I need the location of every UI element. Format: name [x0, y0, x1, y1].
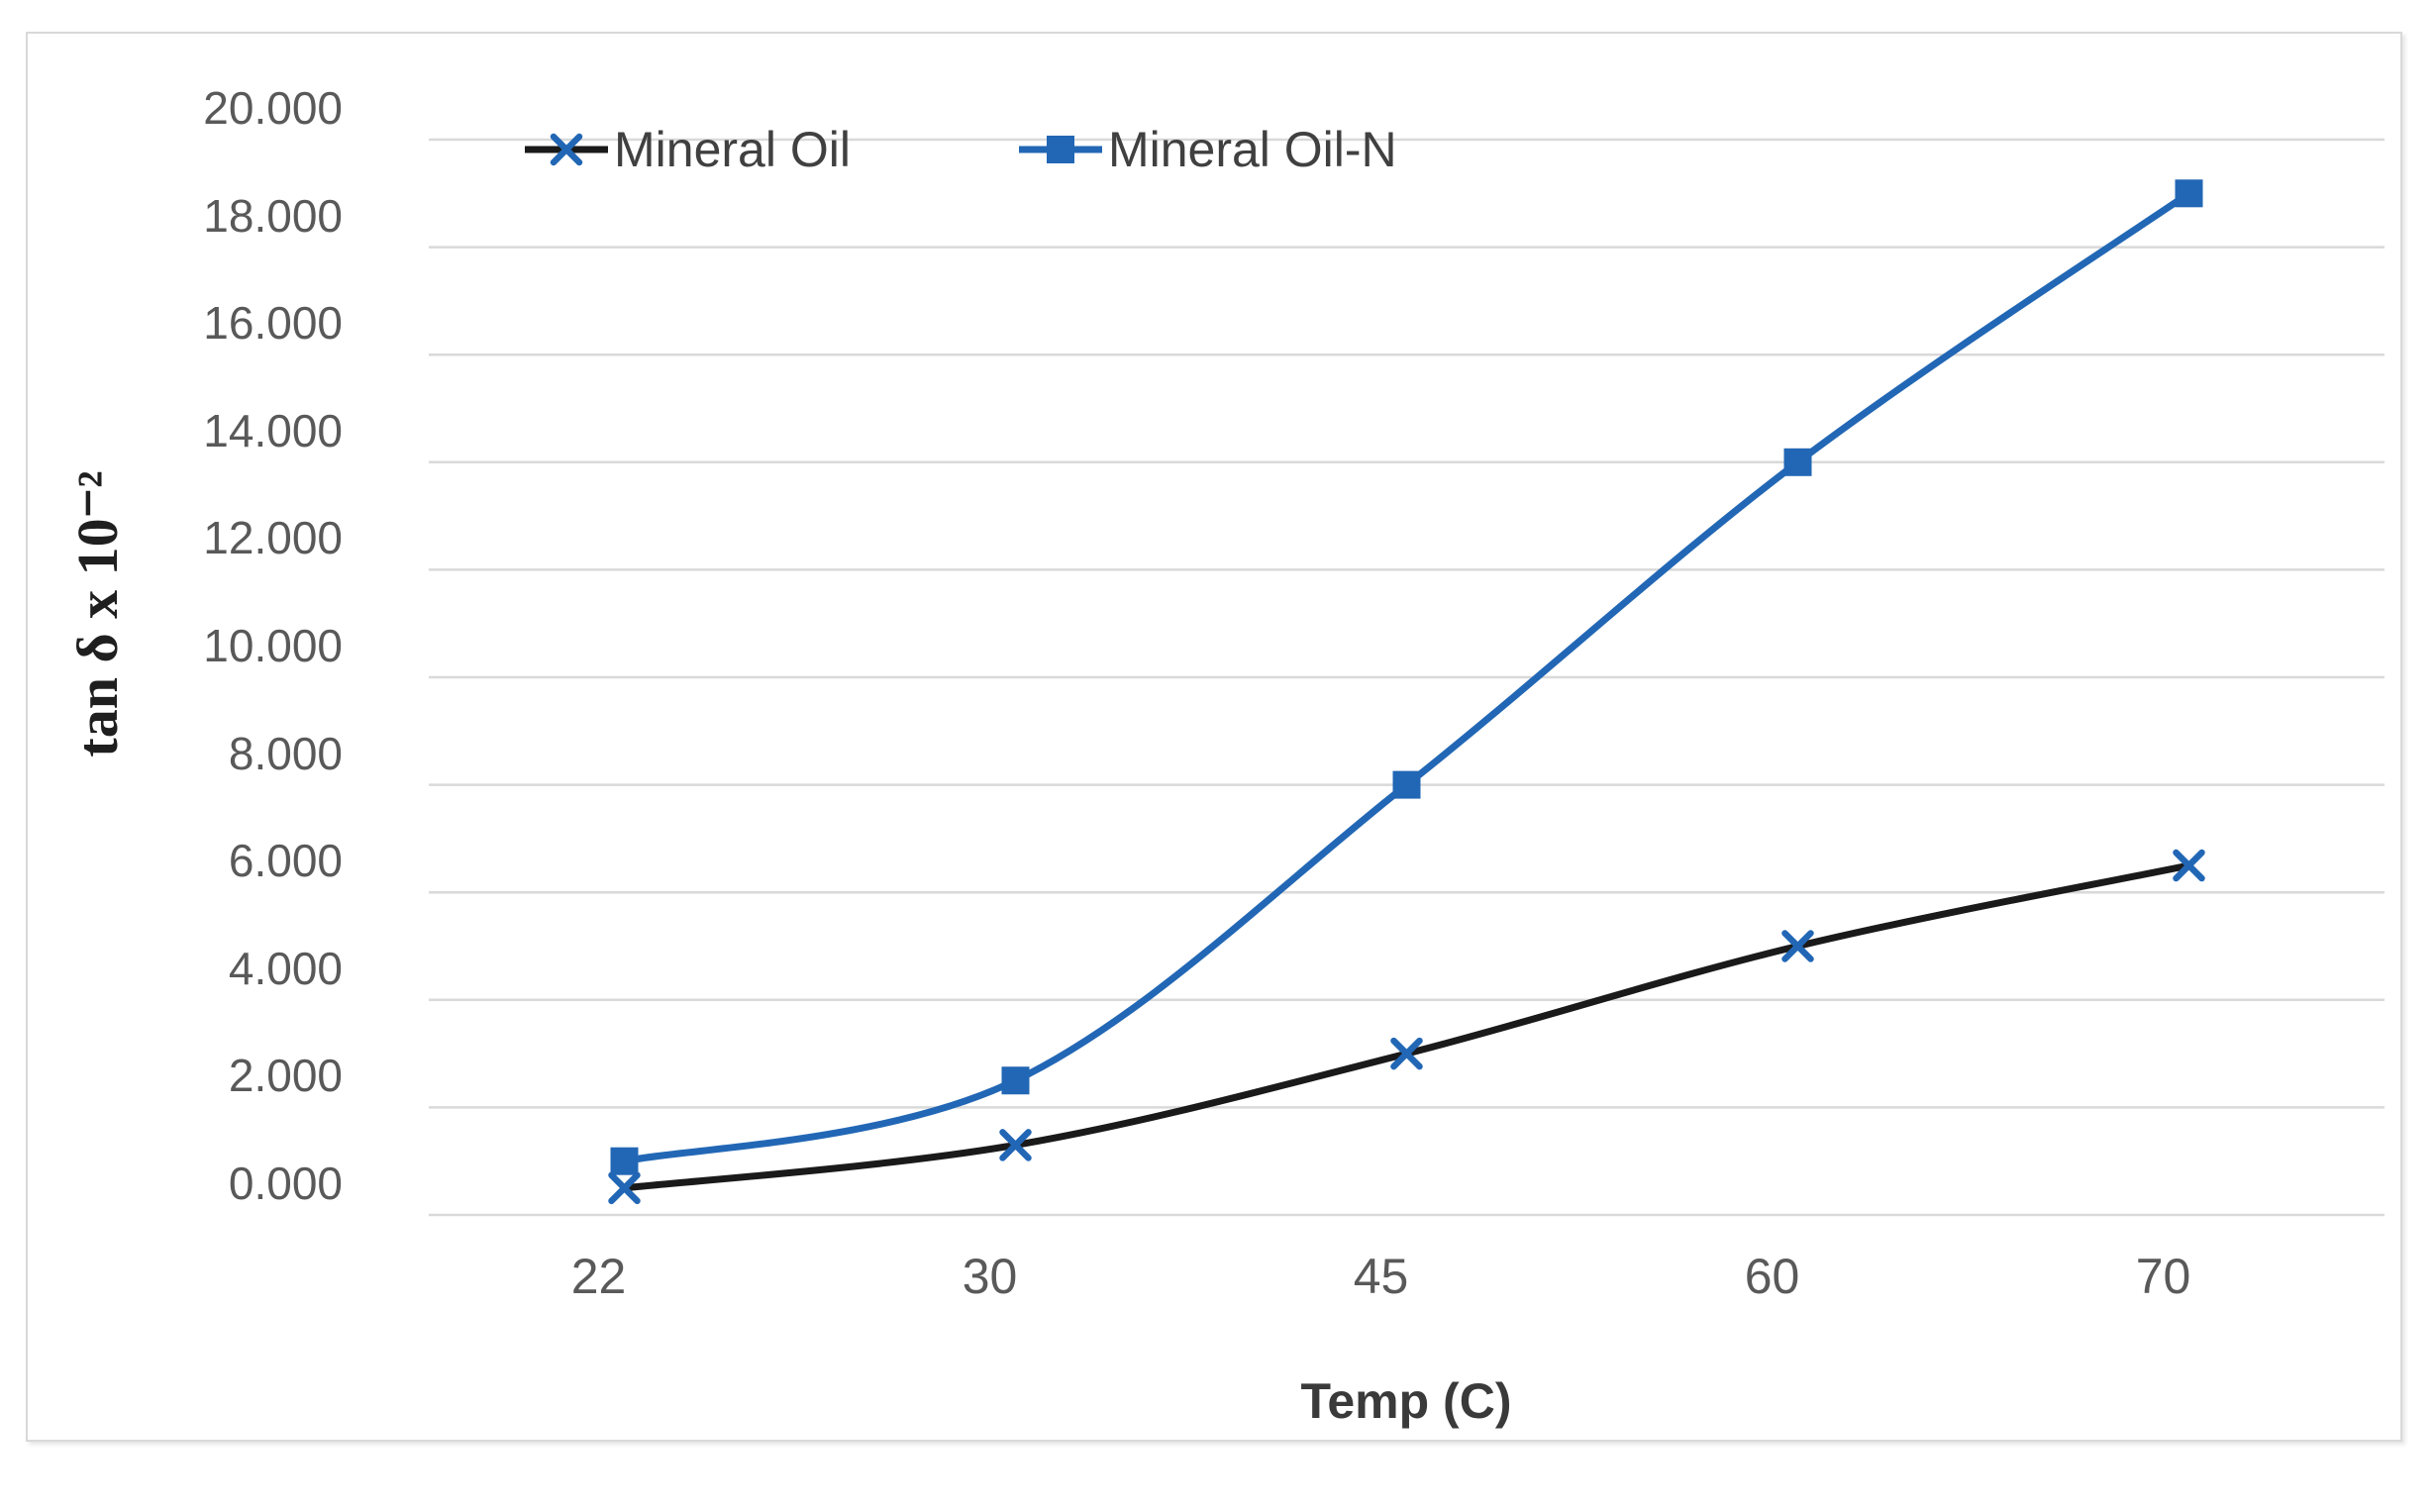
legend-item-mineral-oil-n: Mineral Oil-N	[1017, 121, 1397, 178]
square-marker	[1392, 770, 1421, 799]
legend-label: Mineral Oil-N	[1107, 122, 1397, 177]
y-tick-label: 4.000	[228, 942, 343, 994]
y-tick-label: 16.000	[203, 297, 343, 350]
y-tick-label: 6.000	[228, 835, 343, 887]
square-marker	[1001, 1066, 1030, 1095]
line-square-marker-swatch-icon	[1018, 136, 1102, 163]
x-axis-title: Temp (C)	[1300, 1373, 1512, 1429]
x-tick-label: 70	[2135, 1249, 2191, 1304]
x-marker	[2173, 849, 2205, 882]
chart-canvas	[429, 138, 2385, 1217]
y-tick-label: 0.000	[228, 1158, 343, 1209]
series-line-mineral-oil	[621, 861, 2192, 1192]
square-marker	[1783, 448, 1812, 476]
y-axis-title: tan δ x 10⁻²	[65, 470, 130, 757]
square-marker	[610, 1147, 639, 1175]
y-tick-label: 14.000	[203, 404, 343, 456]
y-tick-label: 18.000	[203, 189, 343, 242]
x-marker	[999, 1129, 1032, 1161]
x-tick-label: 45	[1353, 1249, 1409, 1304]
y-tick-label: 20.000	[203, 82, 343, 134]
chart-frame: 0.000 2.000 4.000 6.000 8.000 10.000 12.000 14.…	[26, 32, 2402, 1442]
x-marker	[608, 1171, 641, 1205]
legend-label: Mineral Oil	[614, 122, 851, 177]
square-marker	[2175, 179, 2203, 208]
line-x-marker-swatch-icon	[525, 133, 608, 166]
x-tick-label: 22	[570, 1249, 627, 1304]
x-tick-label: 60	[1744, 1249, 1800, 1304]
x-tick-label: 30	[962, 1249, 1018, 1304]
y-tick-label: 8.000	[228, 727, 343, 779]
y-tick-label: 10.000	[203, 620, 343, 671]
x-marker	[1781, 930, 1814, 962]
y-tick-label: 12.000	[203, 512, 343, 564]
y-tick-label: 2.000	[228, 1050, 343, 1102]
x-marker	[1390, 1037, 1423, 1070]
legend-item-mineral-oil: Mineral Oil	[523, 121, 851, 178]
legend: Mineral Oil Mineral Oil-N	[523, 121, 1397, 178]
